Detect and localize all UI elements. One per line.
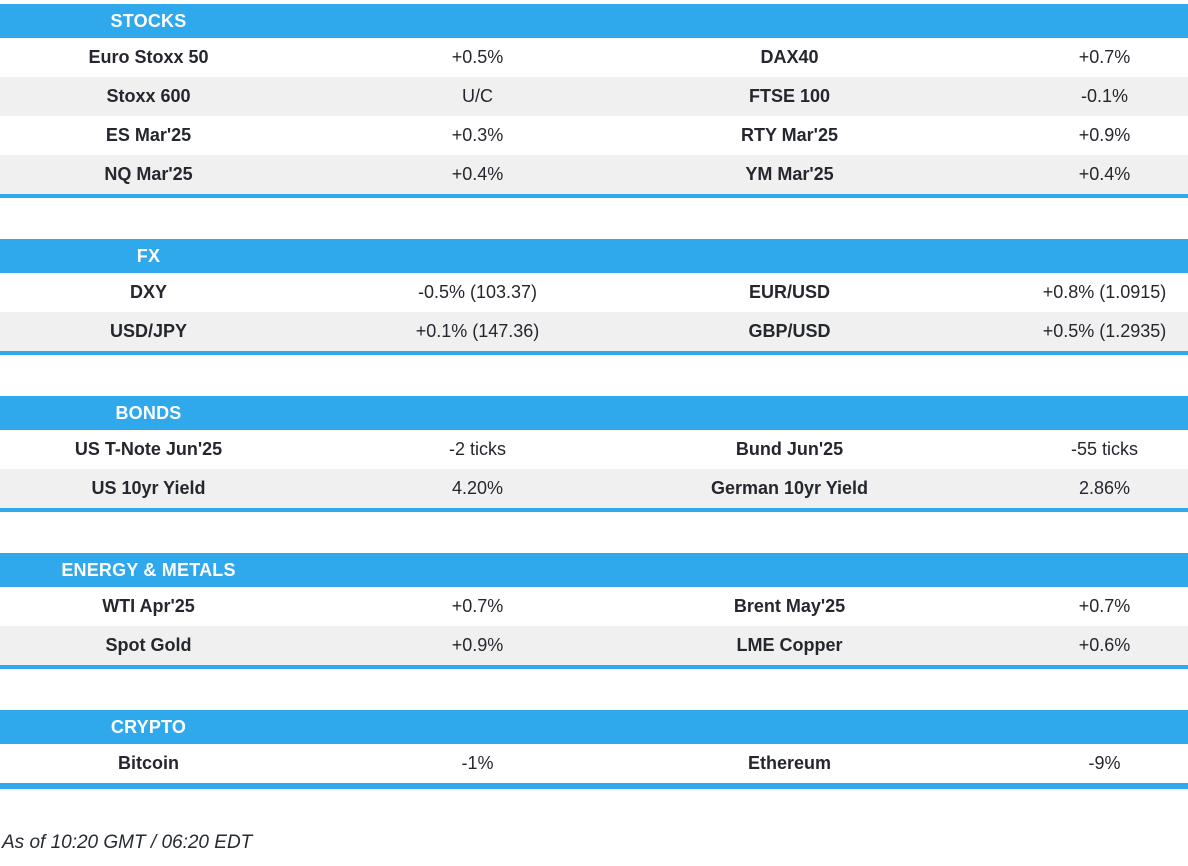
section-crypto: CRYPTO Bitcoin -1% Ethereum -9% (0, 710, 1188, 789)
instrument-value: +0.4% (1078, 164, 1131, 184)
instrument-label: DAX40 (760, 47, 819, 67)
section-title: ENERGY & METALS (61, 559, 236, 580)
instrument-value: U/C (462, 86, 493, 106)
instrument-label: NQ Mar'25 (104, 164, 193, 184)
instrument-label: DXY (129, 282, 167, 302)
instrument-value: 2.86% (1078, 478, 1131, 498)
instrument-label: LME Copper (736, 635, 843, 655)
instrument-value: +0.7% (451, 596, 504, 616)
section-divider (0, 351, 1188, 355)
table-row: Euro Stoxx 50 +0.5% DAX40 +0.7% (0, 38, 1188, 77)
table-row: NQ Mar'25 +0.4% YM Mar'25 +0.4% (0, 155, 1188, 194)
instrument-value: +0.5% (1.2935) (1042, 321, 1167, 341)
instrument-value: -55 ticks (1070, 439, 1139, 459)
instrument-value: +0.4% (451, 164, 504, 184)
section-header: STOCKS (0, 4, 1188, 38)
as-of-timestamp: As of 10:20 GMT / 06:20 EDT (2, 832, 253, 853)
table-row: DXY -0.5% (103.37) EUR/USD +0.8% (1.0915) (0, 273, 1188, 312)
instrument-value: +0.1% (147.36) (415, 321, 540, 341)
section-header: ENERGY & METALS (0, 553, 1188, 587)
instrument-value: +0.9% (1078, 125, 1131, 145)
instrument-label: Bund Jun'25 (735, 439, 844, 459)
instrument-value: 4.20% (451, 478, 504, 498)
section-header: BONDS (0, 396, 1188, 430)
instrument-label: Stoxx 600 (106, 86, 191, 106)
table-row: Bitcoin -1% Ethereum -9% (0, 744, 1188, 783)
instrument-value: +0.5% (451, 47, 504, 67)
instrument-label: German 10yr Yield (710, 478, 869, 498)
table-row: US T-Note Jun'25 -2 ticks Bund Jun'25 -55 t… (0, 430, 1188, 469)
section-fx: FX DXY -0.5% (103.37) EUR/USD +0.8% (1.0915)… (0, 239, 1188, 355)
section-divider (0, 194, 1188, 198)
instrument-label: RTY Mar'25 (741, 125, 838, 145)
instrument-label: Bitcoin (118, 753, 179, 773)
instrument-label: Euro Stoxx 50 (88, 47, 209, 67)
sections-container: STOCKS Euro Stoxx 50 +0.5% DAX40 +0.7% Stoxx … (0, 4, 1188, 789)
table-row: Spot Gold +0.9% LME Copper +0.6% (0, 626, 1188, 665)
instrument-label: EUR/USD (748, 282, 830, 302)
table-row: USD/JPY +0.1% (147.36) GBP/USD +0.5% (1.293… (0, 312, 1188, 351)
instrument-label: GBP/USD (748, 321, 831, 341)
instrument-value: -0.5% (103.37) (417, 282, 538, 302)
section-title: CRYPTO (110, 716, 187, 737)
instrument-value: +0.6% (1078, 635, 1131, 655)
section-title: FX (136, 245, 161, 266)
table-row: ES Mar'25 +0.3% RTY Mar'25 +0.9% (0, 116, 1188, 155)
instrument-value: +0.7% (1078, 47, 1131, 67)
section-divider (0, 508, 1188, 512)
table-row: US 10yr Yield 4.20% German 10yr Yield 2.86% (0, 469, 1188, 508)
section-stocks: STOCKS Euro Stoxx 50 +0.5% DAX40 +0.7% Stoxx … (0, 4, 1188, 198)
instrument-value: +0.3% (451, 125, 504, 145)
instrument-label: US T-Note Jun'25 (74, 439, 223, 459)
section-header: FX (0, 239, 1188, 273)
instrument-label: WTI Apr'25 (102, 596, 195, 616)
instrument-value: -9% (1088, 753, 1121, 773)
section-divider (0, 783, 1188, 789)
instrument-value: -0.1% (1080, 86, 1129, 106)
section-energy-metals: ENERGY & METALS WTI Apr'25 +0.7% Brent May'… (0, 553, 1188, 669)
section-title: BONDS (115, 402, 182, 423)
table-row: Stoxx 600 U/C FTSE 100 -0.1% (0, 77, 1188, 116)
section-title: STOCKS (110, 10, 187, 31)
table-row: WTI Apr'25 +0.7% Brent May'25 +0.7% (0, 587, 1188, 626)
instrument-label: Spot Gold (105, 635, 192, 655)
instrument-value: +0.7% (1078, 596, 1131, 616)
instrument-label: Brent May'25 (733, 596, 846, 616)
instrument-label: FTSE 100 (748, 86, 831, 106)
instrument-label: US 10yr Yield (91, 478, 206, 498)
instrument-value: -2 ticks (448, 439, 506, 459)
instrument-label: YM Mar'25 (745, 164, 834, 184)
instrument-label: ES Mar'25 (105, 125, 192, 145)
section-header: CRYPTO (0, 710, 1188, 744)
instrument-value: -1% (461, 753, 494, 773)
section-divider (0, 665, 1188, 669)
instrument-label: Ethereum (747, 753, 832, 773)
section-bonds: BONDS US T-Note Jun'25 -2 ticks Bund Jun'25… (0, 396, 1188, 512)
instrument-label: USD/JPY (109, 321, 188, 341)
instrument-value: +0.8% (1.0915) (1042, 282, 1167, 302)
instrument-value: +0.9% (451, 635, 504, 655)
